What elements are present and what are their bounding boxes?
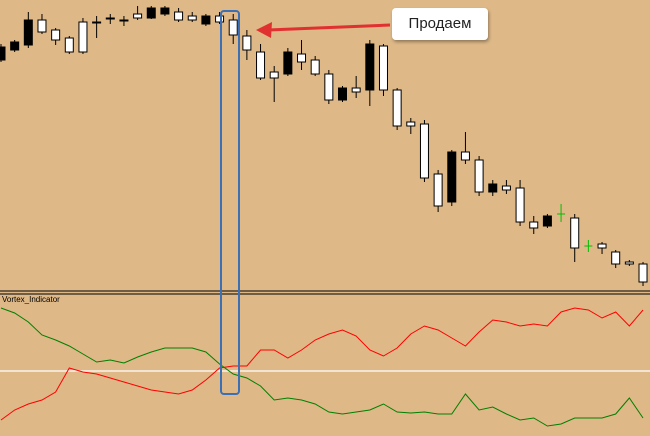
candle-body xyxy=(638,263,648,283)
candle-body xyxy=(447,151,457,203)
candle-body xyxy=(419,123,429,179)
candle-body xyxy=(269,71,279,79)
candle-body xyxy=(392,89,402,127)
arrow-shaft xyxy=(267,23,391,32)
candle-body xyxy=(92,21,102,24)
candle-body xyxy=(324,73,334,101)
candle-body xyxy=(515,187,525,223)
candle-body xyxy=(256,51,266,79)
candle-body xyxy=(542,215,552,227)
callout-text: Продаем xyxy=(409,15,472,32)
candle-body xyxy=(460,151,470,161)
indicator-panel xyxy=(0,307,650,427)
candle-body xyxy=(611,251,621,265)
callout-box xyxy=(392,8,488,40)
candle-body xyxy=(64,37,74,53)
candle-body xyxy=(338,87,347,101)
candle-body xyxy=(105,17,115,20)
candle-body xyxy=(0,46,6,61)
candle-body xyxy=(187,15,197,21)
arrow-head xyxy=(256,22,272,38)
candle-body xyxy=(228,19,238,36)
candle-body xyxy=(488,183,498,193)
candle-body xyxy=(174,11,184,21)
candle-body xyxy=(406,121,416,127)
candle-body xyxy=(10,41,20,51)
price-panel xyxy=(0,6,648,286)
candle-body xyxy=(570,217,580,249)
candle-body xyxy=(474,159,484,193)
candle-body xyxy=(23,19,33,46)
indicator-line xyxy=(0,307,644,427)
candle-body xyxy=(433,173,443,207)
candle-body xyxy=(51,29,61,41)
candle-body xyxy=(119,19,129,22)
candle-body xyxy=(242,35,252,51)
indicator-line xyxy=(0,307,644,421)
candle-body xyxy=(624,261,634,265)
candle-body xyxy=(160,7,170,15)
candle-body xyxy=(310,59,320,75)
indicator-title: Vortex_Indicator xyxy=(2,295,60,304)
candle-body xyxy=(501,185,511,191)
highlight-box xyxy=(220,10,240,395)
candle-body xyxy=(297,53,307,63)
candle-body xyxy=(529,221,539,229)
candle-body xyxy=(365,43,375,91)
candle-body xyxy=(78,21,88,53)
candle-body xyxy=(146,7,156,19)
candle-body xyxy=(37,19,47,33)
candle-body xyxy=(283,51,293,75)
candle-body xyxy=(597,243,607,249)
candle-body xyxy=(351,87,361,93)
candle-body xyxy=(215,15,225,23)
candle-body xyxy=(378,45,388,91)
candle-body xyxy=(201,15,211,25)
candle-body xyxy=(133,13,143,19)
